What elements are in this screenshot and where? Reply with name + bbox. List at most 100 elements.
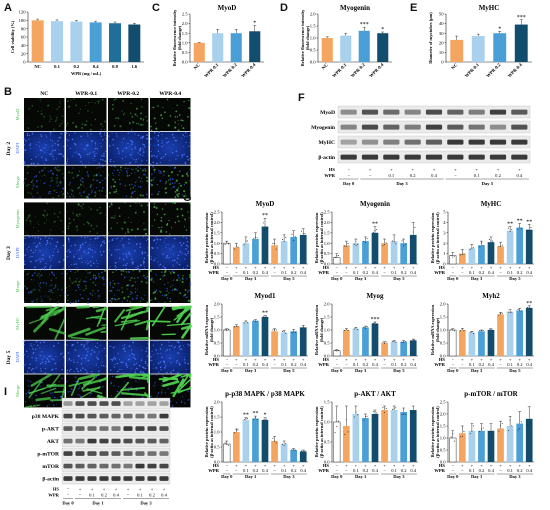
nucleus: [70, 359, 72, 362]
nucleus: [135, 161, 137, 163]
fluorescent-spot: [78, 280, 81, 283]
column-header: WPR-0.1: [75, 91, 97, 97]
nucleus: [69, 390, 71, 393]
day-label: Day 3: [245, 276, 257, 281]
nucleus: [81, 243, 84, 245]
bar: [280, 241, 288, 264]
nucleus: [157, 134, 160, 137]
wpr-value: 0.1: [388, 173, 394, 178]
nucleus: [143, 257, 146, 260]
nucleus: [74, 376, 77, 379]
chart-title: MyHC: [481, 200, 502, 208]
fluorescent-spot: [163, 170, 165, 173]
band: [383, 124, 400, 130]
nucleus: [31, 133, 34, 135]
nucleus: [173, 245, 175, 248]
nucleus: [146, 137, 148, 140]
fluorescent-spot: [39, 180, 41, 182]
fluorescent-spot: [130, 188, 132, 190]
nucleus: [185, 254, 187, 257]
nucleus: [176, 340, 178, 342]
data-point: [374, 411, 376, 413]
nucleus: [60, 191, 62, 193]
wpr-value: 0.4: [300, 468, 306, 473]
myotube: [120, 392, 150, 397]
fluorescent-spot: [183, 195, 186, 198]
data-point: [520, 310, 522, 312]
nucleus: [163, 155, 165, 158]
wpr-value: 0.4: [526, 270, 532, 275]
nucleus: [66, 372, 69, 374]
nucleus: [133, 354, 135, 356]
nucleus: [183, 136, 186, 138]
hs-value: +: [402, 265, 405, 270]
nucleus: [50, 369, 53, 371]
fluorescent-spot: [124, 232, 127, 235]
wpr-value: 0.2: [291, 362, 297, 367]
fluorescent-spot: [138, 270, 141, 273]
day-label: Day 0: [62, 501, 74, 506]
fluorescent-spot: [91, 111, 93, 113]
nucleus: [124, 147, 126, 149]
fluorescent-spot: [101, 98, 104, 101]
nucleus: [85, 354, 88, 357]
nucleus: [183, 345, 184, 346]
hs-value: −: [225, 357, 228, 362]
nucleus: [178, 277, 180, 279]
nucleus: [84, 236, 86, 239]
nucleus: [174, 346, 176, 348]
myotube: [128, 375, 150, 381]
y-tick-label: 1.5: [214, 315, 220, 320]
nucleus: [52, 251, 55, 253]
bar: [333, 350, 341, 357]
nucleus: [44, 163, 46, 165]
band: [361, 109, 379, 115]
fluorescent-spot: [154, 297, 157, 300]
nucleus: [87, 253, 89, 255]
nucleus: [168, 256, 170, 259]
nucleus: [147, 247, 149, 249]
nucleus: [29, 380, 32, 383]
fluorescent-spot: [153, 168, 156, 171]
data-point: [344, 245, 346, 247]
data-point: [517, 308, 519, 310]
nucleus: [47, 192, 50, 195]
data-point: [274, 243, 276, 245]
fluorescent-spot: [116, 222, 118, 224]
nucleus: [143, 173, 145, 176]
nucleus: [155, 367, 158, 369]
chart-title: Myogenin: [360, 200, 390, 208]
fluorescent-spot: [61, 202, 63, 204]
nucleus: [113, 356, 116, 358]
fluorescent-spot: [25, 297, 27, 300]
y-tick-label: 0.0: [324, 262, 330, 267]
myotube: [126, 311, 144, 320]
bar: [381, 410, 388, 462]
fluorescent-spot: [147, 301, 150, 304]
nucleus: [125, 268, 127, 270]
day-label: Day 3: [245, 368, 257, 373]
nucleus: [81, 297, 83, 299]
hs-value: +: [273, 463, 276, 468]
nucleus: [170, 344, 173, 347]
nucleus: [42, 281, 45, 284]
fluorescent-spot: [114, 298, 117, 301]
nucleus: [103, 240, 105, 242]
nucleus: [122, 253, 124, 255]
nucleus: [110, 158, 112, 161]
nucleus: [152, 354, 154, 356]
band: [404, 154, 421, 160]
x-axis-label: WPR (mg / mL): [71, 71, 102, 76]
data-point: [482, 245, 484, 247]
nucleus: [153, 238, 156, 241]
data-point: [414, 226, 416, 228]
myotube: [35, 397, 51, 402]
band: [159, 426, 169, 431]
fluorescent-spot: [70, 280, 72, 282]
hs-value: +: [433, 167, 436, 172]
micrograph-tile: [23, 269, 65, 304]
hs-value: +: [254, 463, 257, 468]
nucleus: [66, 369, 69, 372]
data-point: [471, 247, 473, 249]
